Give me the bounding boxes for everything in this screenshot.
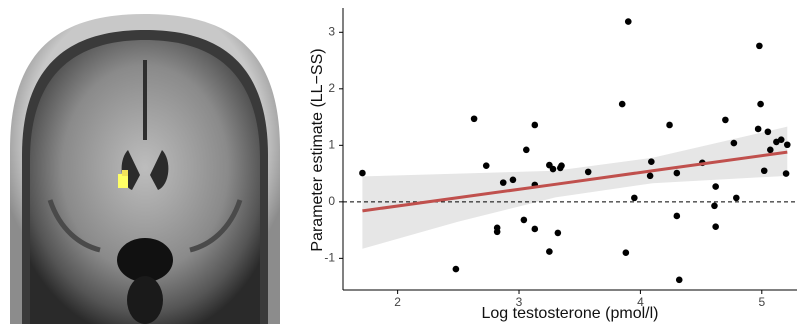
y-tick-label: -1 bbox=[324, 251, 335, 265]
data-point bbox=[500, 179, 507, 186]
scatter-plot: Log testosterone (pmol/l) Parameter esti… bbox=[309, 8, 797, 322]
data-point bbox=[731, 140, 738, 147]
data-point bbox=[783, 170, 790, 177]
data-point bbox=[531, 226, 538, 233]
data-point bbox=[712, 183, 719, 190]
data-point bbox=[756, 43, 763, 50]
x-tick-label: 2 bbox=[394, 295, 401, 309]
data-point bbox=[585, 169, 592, 176]
confidence-band bbox=[362, 127, 787, 249]
y-axis-title: Parameter estimate (LL−SS) bbox=[309, 48, 326, 251]
data-point bbox=[722, 117, 729, 124]
data-point bbox=[531, 122, 538, 129]
data-point bbox=[550, 166, 557, 173]
brain-image bbox=[0, 14, 290, 324]
data-point bbox=[625, 18, 632, 25]
x-tick-label: 5 bbox=[758, 295, 765, 309]
data-point bbox=[733, 195, 740, 202]
data-point bbox=[784, 141, 791, 148]
figure: Log testosterone (pmol/l) Parameter esti… bbox=[0, 0, 798, 327]
data-point bbox=[523, 147, 530, 154]
data-point bbox=[631, 195, 638, 202]
x-axis-title: Log testosterone (pmol/l) bbox=[482, 305, 659, 322]
data-point bbox=[471, 115, 478, 122]
data-point bbox=[546, 248, 553, 255]
data-point bbox=[674, 213, 681, 220]
data-point bbox=[359, 170, 366, 177]
data-point bbox=[483, 162, 490, 169]
data-point bbox=[711, 202, 718, 209]
data-point bbox=[666, 122, 673, 129]
data-point bbox=[623, 249, 630, 256]
y-tick-label: 0 bbox=[328, 194, 335, 208]
data-point bbox=[510, 176, 517, 183]
data-point bbox=[755, 126, 762, 133]
data-point bbox=[558, 162, 565, 169]
data-point bbox=[494, 228, 501, 235]
data-point bbox=[676, 277, 683, 284]
data-point bbox=[712, 223, 719, 230]
data-point bbox=[648, 158, 655, 165]
x-tick-label: 4 bbox=[637, 295, 644, 309]
data-point bbox=[453, 266, 460, 273]
data-point bbox=[778, 136, 785, 143]
x-tick-label: 3 bbox=[516, 295, 523, 309]
y-tick-label: 2 bbox=[328, 81, 335, 95]
data-point bbox=[757, 101, 764, 108]
data-point bbox=[555, 230, 562, 237]
y-tick-label: 3 bbox=[328, 24, 335, 38]
data-point bbox=[647, 173, 654, 180]
data-point bbox=[619, 101, 626, 108]
data-point bbox=[761, 167, 768, 174]
y-tick-label: 1 bbox=[328, 137, 335, 151]
data-point bbox=[521, 217, 528, 224]
data-point bbox=[674, 170, 681, 177]
data-point bbox=[767, 147, 774, 154]
data-point bbox=[765, 128, 772, 135]
